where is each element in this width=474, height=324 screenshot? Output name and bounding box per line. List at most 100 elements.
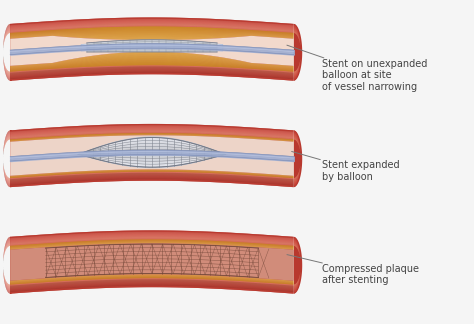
Polygon shape — [294, 26, 301, 78]
Polygon shape — [3, 28, 10, 77]
Polygon shape — [10, 20, 294, 27]
Polygon shape — [3, 133, 10, 185]
Polygon shape — [3, 30, 10, 74]
Polygon shape — [294, 239, 301, 291]
Polygon shape — [3, 135, 10, 182]
Polygon shape — [3, 242, 10, 289]
Polygon shape — [10, 242, 294, 249]
Polygon shape — [3, 241, 10, 289]
Polygon shape — [10, 172, 294, 179]
Polygon shape — [78, 154, 226, 155]
Polygon shape — [10, 241, 294, 248]
Polygon shape — [78, 146, 226, 154]
Polygon shape — [10, 284, 294, 291]
Polygon shape — [10, 170, 294, 177]
Polygon shape — [10, 125, 294, 132]
Polygon shape — [10, 172, 294, 179]
Polygon shape — [3, 136, 10, 181]
Polygon shape — [294, 24, 301, 81]
Polygon shape — [10, 275, 294, 282]
Polygon shape — [294, 243, 301, 288]
Polygon shape — [10, 178, 294, 184]
Polygon shape — [10, 283, 294, 290]
Polygon shape — [294, 25, 301, 79]
Polygon shape — [10, 132, 294, 138]
Polygon shape — [294, 237, 301, 294]
Polygon shape — [10, 132, 294, 139]
Polygon shape — [3, 31, 10, 73]
Polygon shape — [78, 154, 226, 163]
Polygon shape — [294, 237, 301, 293]
Polygon shape — [78, 154, 226, 157]
Polygon shape — [10, 74, 294, 80]
Polygon shape — [10, 171, 294, 177]
Polygon shape — [10, 135, 294, 142]
Polygon shape — [10, 71, 294, 78]
Polygon shape — [3, 138, 10, 179]
Polygon shape — [10, 124, 302, 187]
Polygon shape — [10, 239, 294, 246]
Polygon shape — [3, 242, 10, 288]
Polygon shape — [10, 235, 294, 242]
Polygon shape — [10, 171, 294, 178]
Polygon shape — [10, 243, 294, 281]
Polygon shape — [3, 243, 10, 287]
Polygon shape — [10, 277, 294, 284]
Polygon shape — [78, 150, 226, 154]
Polygon shape — [294, 31, 301, 73]
Polygon shape — [294, 130, 301, 187]
Polygon shape — [10, 127, 294, 134]
Polygon shape — [294, 240, 301, 290]
Polygon shape — [10, 238, 294, 245]
Polygon shape — [3, 26, 10, 78]
Polygon shape — [3, 133, 10, 184]
Polygon shape — [10, 30, 294, 35]
Polygon shape — [10, 279, 294, 285]
Polygon shape — [294, 242, 301, 289]
Polygon shape — [3, 238, 10, 293]
Polygon shape — [10, 239, 294, 246]
Polygon shape — [10, 130, 294, 137]
Polygon shape — [10, 22, 294, 29]
Polygon shape — [10, 22, 294, 29]
Polygon shape — [10, 287, 294, 294]
Polygon shape — [294, 27, 301, 78]
Polygon shape — [3, 241, 10, 290]
Polygon shape — [3, 139, 10, 179]
Polygon shape — [10, 283, 294, 290]
Polygon shape — [78, 154, 226, 162]
Polygon shape — [10, 282, 294, 288]
Polygon shape — [10, 55, 294, 68]
Polygon shape — [3, 131, 10, 187]
Polygon shape — [10, 178, 294, 184]
Polygon shape — [3, 26, 10, 79]
Polygon shape — [294, 243, 301, 287]
Polygon shape — [10, 171, 294, 178]
Polygon shape — [10, 71, 294, 77]
Polygon shape — [3, 137, 10, 181]
Polygon shape — [10, 284, 294, 291]
Polygon shape — [78, 154, 226, 165]
Polygon shape — [3, 137, 10, 180]
Polygon shape — [3, 138, 10, 180]
Polygon shape — [78, 154, 226, 160]
Polygon shape — [10, 26, 294, 33]
Polygon shape — [10, 134, 294, 141]
Polygon shape — [3, 240, 10, 291]
Polygon shape — [10, 130, 294, 136]
Polygon shape — [10, 28, 294, 34]
Polygon shape — [10, 18, 294, 25]
Polygon shape — [3, 237, 10, 293]
Polygon shape — [3, 24, 10, 81]
Polygon shape — [10, 242, 294, 249]
Polygon shape — [10, 21, 294, 28]
Polygon shape — [10, 135, 294, 142]
Polygon shape — [10, 236, 294, 242]
Polygon shape — [10, 234, 294, 241]
Polygon shape — [10, 73, 294, 79]
Polygon shape — [78, 152, 226, 154]
Polygon shape — [3, 238, 10, 293]
Polygon shape — [294, 241, 301, 289]
Polygon shape — [10, 56, 294, 68]
Polygon shape — [10, 171, 294, 178]
